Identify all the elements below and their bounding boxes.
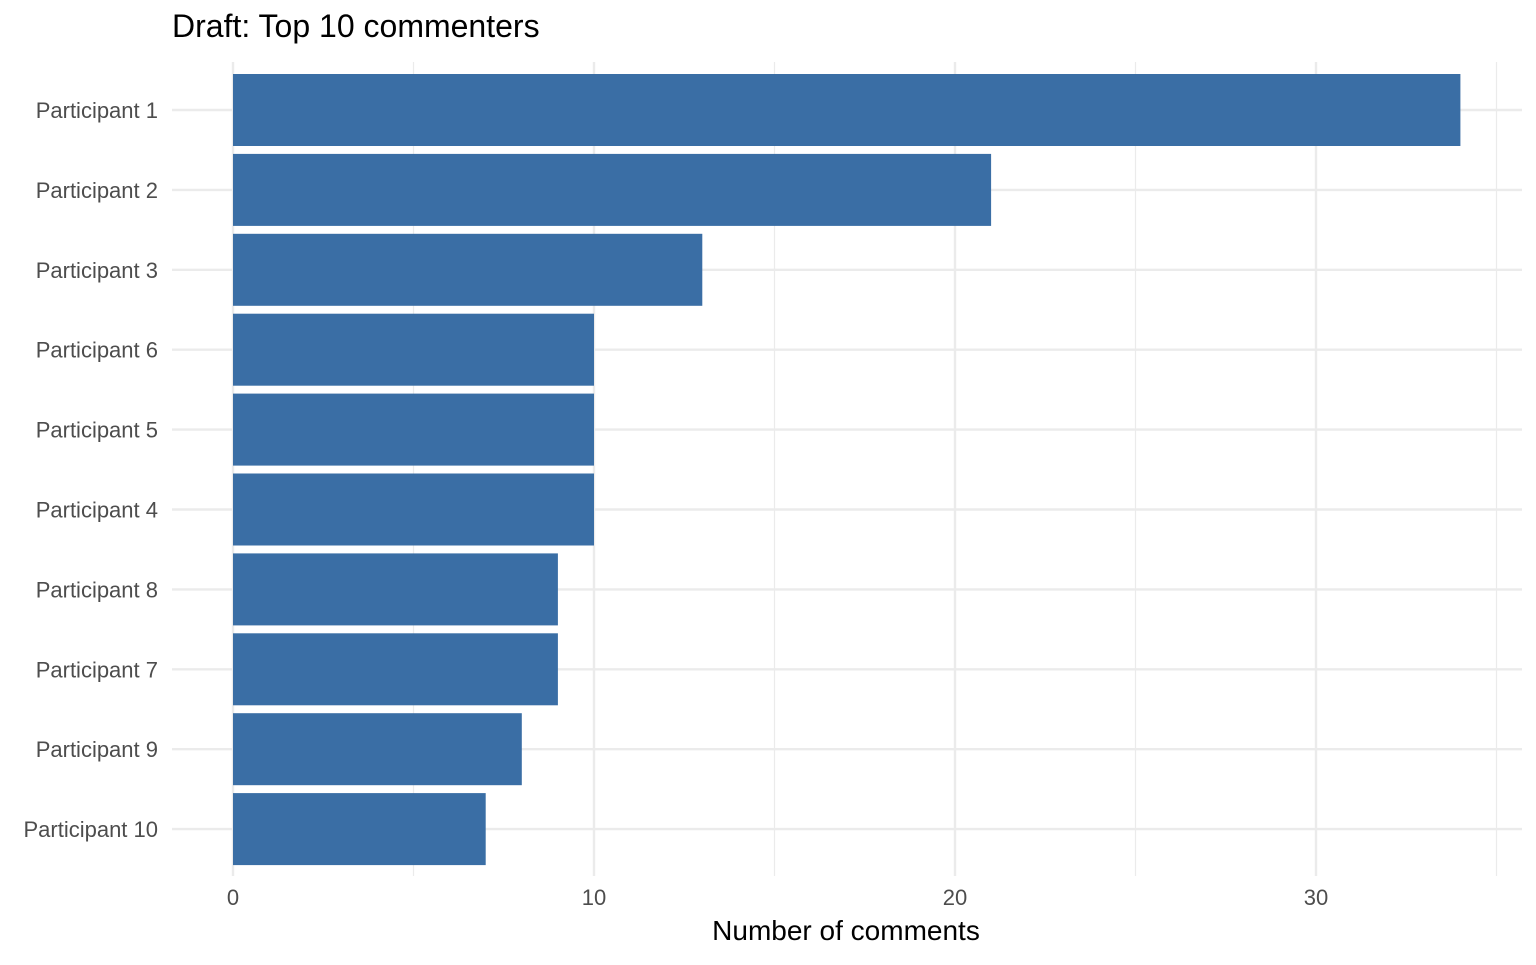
y-tick-label: Participant 6 [36,338,158,363]
bar [233,793,486,866]
y-tick-label: Participant 8 [36,577,158,602]
y-tick-label: Participant 9 [36,737,158,762]
bar [233,233,703,306]
bar [233,553,558,626]
bar [233,713,522,786]
y-tick-label: Participant 4 [36,498,158,523]
chart-title: Draft: Top 10 commenters [172,8,540,44]
y-tick-label: Participant 3 [36,258,158,283]
bar [233,393,594,466]
y-tick-label: Participant 7 [36,657,158,682]
y-tick-label: Participant 1 [36,98,158,123]
x-axis-title: Number of comments [712,915,980,946]
x-tick-label: 20 [943,885,967,910]
bar [233,153,992,226]
bar [233,633,558,706]
x-axis-tick-labels: 0 10 20 30 [227,885,1328,910]
bar [233,313,594,386]
bars [233,74,1461,866]
y-tick-label: Participant 2 [36,178,158,203]
x-tick-label: 30 [1304,885,1328,910]
x-tick-label: 10 [582,885,606,910]
bar [233,473,594,546]
y-tick-label: Participant 10 [23,817,158,842]
x-tick-label: 0 [227,885,239,910]
y-tick-label: Participant 5 [36,418,158,443]
bar [233,74,1461,146]
y-axis-tick-labels: Participant 1 Participant 2 Participant 3 P… [23,98,158,842]
